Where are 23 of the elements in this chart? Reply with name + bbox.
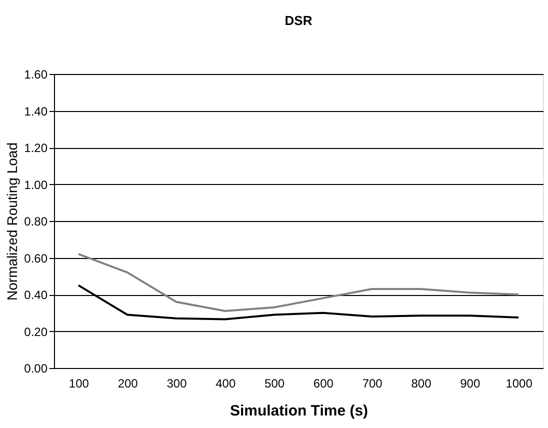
x-tick-label: 100	[68, 376, 90, 390]
y-tick-label: 1.40	[24, 104, 48, 118]
x-tick-label: 200	[118, 376, 138, 390]
y-tick-label: 1.20	[24, 141, 48, 155]
x-tick-label: 600	[313, 376, 334, 390]
x-axis-title: Simulation Time (s)	[230, 402, 368, 420]
y-tick-label: 1.60	[24, 68, 48, 82]
x-tick-label: 300	[166, 376, 188, 390]
y-tick-label: 0.40	[24, 288, 48, 302]
y-tick-label: 0.00	[24, 362, 48, 376]
y-tick-label: 0.20	[24, 324, 48, 339]
x-tick-label: 400	[216, 376, 236, 390]
y-tick-label: 0.60	[24, 251, 48, 266]
chart-title: DSR	[284, 13, 313, 28]
x-tick-label: 1000	[506, 376, 533, 390]
x-tick-label: 800	[411, 376, 432, 390]
y-axis-title: Normalized Routing Load	[4, 142, 20, 300]
y-tick-label: 0.80	[24, 214, 48, 228]
x-tick-label: 700	[362, 376, 383, 390]
x-tick-label: 500	[264, 376, 285, 390]
x-tick-label: 900	[460, 376, 480, 390]
y-tick-label: 1.00	[24, 178, 48, 192]
line-series	[77, 253, 520, 312]
